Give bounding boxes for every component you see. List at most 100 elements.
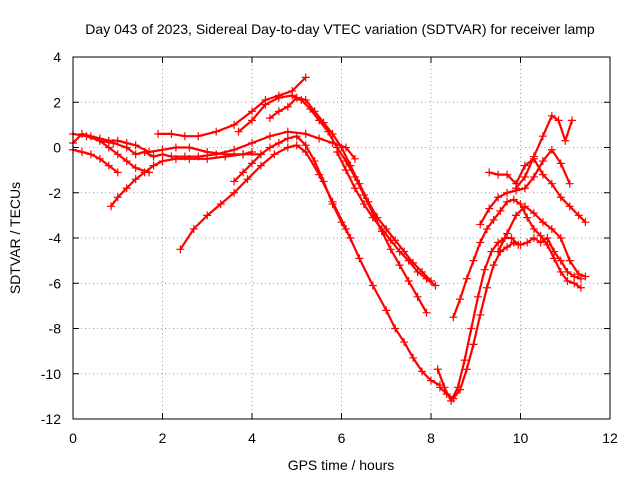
data-point [239, 150, 248, 159]
data-point [230, 145, 239, 154]
data-point [503, 188, 512, 197]
data-point [185, 154, 194, 163]
data-point [462, 274, 471, 283]
data-point [509, 195, 518, 204]
data-point [270, 150, 279, 159]
data-point [261, 100, 270, 109]
data-point [212, 127, 221, 136]
data-point [512, 184, 521, 193]
data-point [485, 168, 494, 177]
data-point [520, 184, 529, 193]
data-point [230, 120, 239, 129]
data-point [556, 234, 565, 242]
data-point [337, 143, 346, 152]
data-point [158, 145, 167, 154]
data-point [386, 236, 395, 245]
data-point [581, 218, 590, 227]
data-point [547, 111, 556, 120]
data-point [149, 152, 158, 161]
data-point [512, 211, 521, 220]
data-point [131, 163, 140, 172]
series-track-14 [449, 195, 585, 322]
data-point [158, 157, 167, 166]
data-point [543, 240, 552, 249]
data-point [576, 283, 585, 292]
data-point [520, 202, 529, 211]
series-track-8 [230, 132, 355, 242]
data-point [113, 193, 122, 202]
data-point [418, 367, 427, 376]
data-point [565, 202, 574, 211]
data-point [395, 247, 404, 256]
series-line [71, 130, 356, 160]
data-point [203, 154, 212, 163]
data-point [104, 143, 113, 152]
data-point [328, 200, 337, 209]
data-point [494, 193, 503, 202]
series-line [71, 148, 119, 174]
data-point [494, 170, 503, 179]
data-point [185, 143, 194, 152]
data-point [400, 338, 409, 347]
data-point [248, 107, 256, 116]
data-point [395, 261, 404, 270]
data-point [346, 234, 355, 242]
data-point [355, 254, 364, 263]
x-tick-label: 2 [159, 430, 167, 446]
data-point [176, 245, 185, 254]
data-point [328, 129, 337, 138]
data-point [292, 141, 301, 150]
data-point [503, 170, 512, 179]
data-point [149, 161, 158, 170]
data-point [319, 118, 328, 127]
data-point [547, 179, 556, 188]
data-point [570, 272, 579, 281]
y-tick-label: -4 [49, 230, 62, 246]
data-point [480, 265, 489, 274]
series-line [514, 114, 574, 190]
series-line [335, 150, 437, 287]
data-point [413, 292, 422, 301]
series-line [268, 96, 433, 283]
data-point [283, 127, 292, 136]
y-tick-label: 4 [53, 49, 61, 65]
data-point [516, 200, 525, 209]
series-line [71, 132, 263, 156]
data-point [95, 154, 104, 163]
data-point [283, 134, 292, 143]
series-track-4 [95, 136, 154, 177]
data-point [104, 136, 113, 145]
y-tick-label: -2 [49, 185, 62, 201]
x-tick-labels: 0 2 4 6 8 10 12 [69, 430, 618, 446]
data-point [194, 132, 203, 141]
data-point [456, 385, 465, 394]
axis-ticks [72, 56, 611, 420]
y-tick-labels: -12 -10 -8 -6 -4 -2 0 2 4 [41, 49, 61, 427]
data-point [413, 267, 422, 276]
series-track-7 [176, 141, 444, 390]
data-point [77, 129, 86, 138]
series-track-10 [265, 93, 435, 285]
data-point [104, 161, 113, 170]
data-point [433, 365, 442, 374]
data-point [581, 272, 590, 281]
data-point [449, 394, 458, 403]
data-point [529, 224, 538, 233]
data-point [333, 148, 342, 157]
data-point [496, 206, 505, 215]
data-point [547, 145, 556, 154]
data-point [523, 238, 532, 247]
data-point [77, 148, 86, 157]
data-point [248, 148, 256, 157]
data-point [122, 157, 131, 166]
data-point [131, 175, 140, 184]
data-point [547, 224, 556, 233]
data-point [243, 175, 252, 184]
data-point [86, 150, 95, 159]
series-line [98, 139, 151, 174]
data-point [377, 224, 386, 233]
data-point [494, 238, 503, 247]
data-point [431, 281, 440, 290]
data-point [523, 213, 532, 222]
data-point [319, 177, 328, 186]
